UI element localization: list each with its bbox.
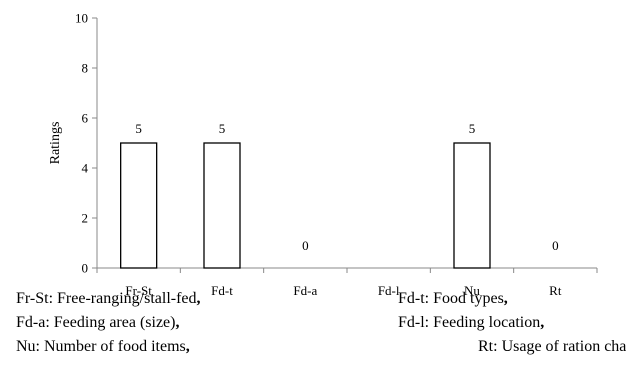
bar-chart: Ratings 0 2 4 6 8 10 5 Fr-St 5 Fd-t 0 Fd-a Fd-l 5 Nu 0 R… [48,11,598,298]
legend-item-fd-l: Fd-l: Feeding location, [398,314,545,331]
data-label: 0 [302,238,309,253]
legend-item-nu: Nu: Number of food items, [16,338,190,355]
legend-item-fd-a: Fd-a: Feeding area (size), [16,314,180,331]
bar [120,142,158,269]
data-label: 5 [135,121,142,136]
legend-item-fd-t: Fd-t: Food types, [398,290,508,307]
x-tick-label: Rt [549,283,562,298]
x-tick-label: Fd-t [211,283,233,298]
y-tick-label: 0 [82,261,89,276]
x-tick-label: Fd-a [293,283,317,298]
legend-item-rt: Rt: Usage of ration chart. [478,338,626,355]
x-tick-label: Fd-l [378,283,400,298]
legend-row: Fr-St: Free-ranging/stall-fed, Fd-t: Foo… [0,287,626,311]
y-tick-label: 6 [82,111,89,126]
bar [453,142,491,269]
plot-area: 0 2 4 6 8 10 5 Fr-St 5 Fd-t 0 Fd-a Fd-l 5 Nu 0 Rt [75,11,598,298]
data-label: 5 [469,121,476,136]
legend-row: Fd-a: Feeding area (size), Fd-l: Feeding… [0,311,626,335]
data-label: 5 [219,121,226,136]
legend-item-fr-st: Fr-St: Free-ranging/stall-fed, [16,290,201,307]
y-axis-label: Ratings [48,122,63,165]
y-tick-label: 10 [75,11,88,26]
bar [203,142,241,269]
x-tick-label: Fr-St [125,283,152,298]
data-label: 0 [552,238,559,253]
legend-row: Nu: Number of food items, Rt: Usage of r… [0,335,626,359]
y-tick-label: 4 [82,161,89,176]
y-tick-label: 8 [82,61,89,76]
y-tick-label: 2 [82,211,89,226]
x-tick-label: Nu [464,283,480,298]
